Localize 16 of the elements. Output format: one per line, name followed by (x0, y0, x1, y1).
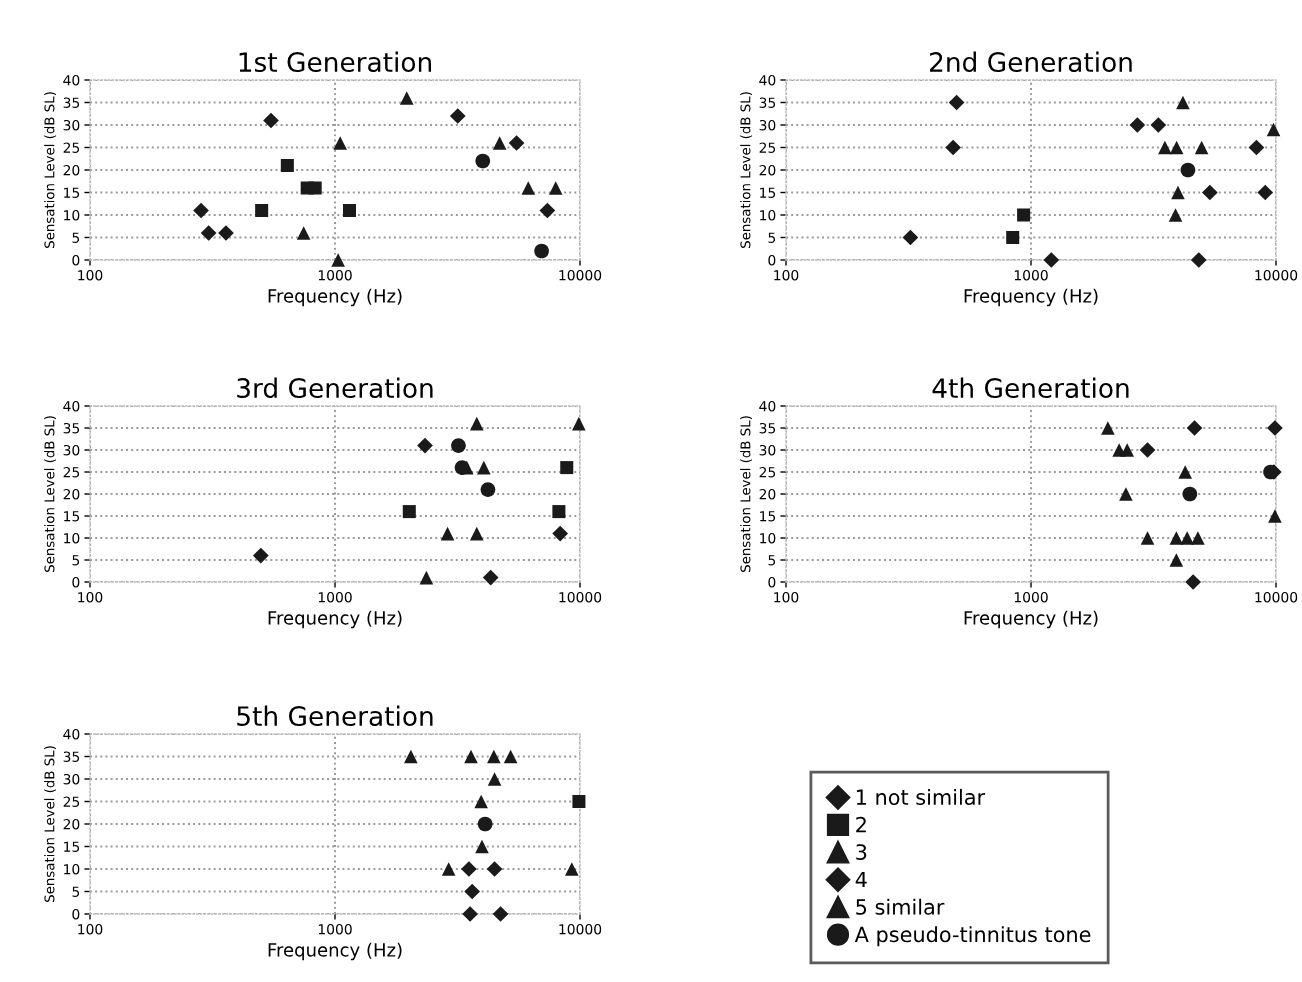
legend-label: 5 similar (856, 898, 945, 915)
legend-label: 1 not similar (856, 788, 986, 806)
chart-title: 2nd Generation (930, 51, 1132, 73)
legend-label: A pseudo-tinnitus tone (854, 926, 1091, 947)
legend-label: 2 (856, 816, 866, 833)
x-axis-title: Frequency (Hz) (964, 288, 1098, 307)
x-axis-title: Frequency (Hz) (964, 610, 1098, 629)
legend-label: 4 (855, 871, 867, 888)
chart-title: 1st Generation (239, 51, 432, 73)
legend-label: 3 (856, 844, 867, 860)
x-axis-title: Frequency (Hz) (268, 942, 402, 961)
chart-title: 4th Generation (932, 377, 1129, 399)
chart-title: 5th Generation (237, 705, 433, 727)
x-axis-title: Frequency (Hz) (268, 610, 402, 629)
x-axis-title: Frequency (Hz) (268, 288, 402, 307)
chart-title: 3rd Generation (237, 377, 433, 399)
